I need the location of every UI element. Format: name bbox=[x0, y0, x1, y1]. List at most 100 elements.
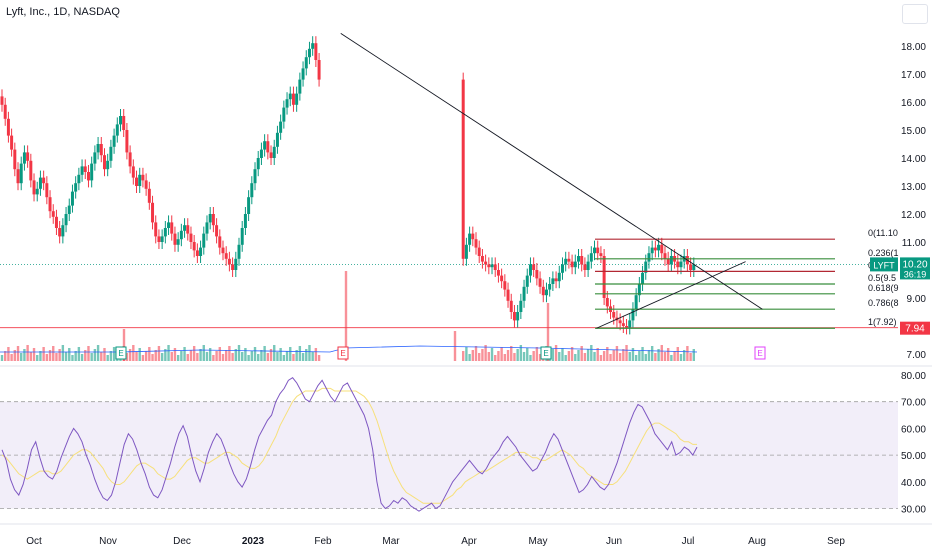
candle-body bbox=[48, 197, 52, 212]
trendline bbox=[340, 33, 763, 310]
symbol-badge-text: LYFT bbox=[873, 260, 895, 270]
volume-bar bbox=[64, 352, 68, 361]
volume-bar bbox=[10, 354, 13, 361]
volume-bar bbox=[503, 354, 507, 361]
candle-body bbox=[119, 116, 123, 125]
fib-level-label: 0.236(1 bbox=[868, 248, 899, 258]
volume-bar bbox=[80, 354, 84, 361]
candle-body bbox=[80, 166, 84, 175]
volume-bar bbox=[36, 355, 39, 361]
candle-body bbox=[211, 214, 215, 226]
volume-bar bbox=[32, 348, 36, 361]
candle-body bbox=[660, 244, 664, 254]
candle-body bbox=[471, 233, 475, 240]
volume-bar bbox=[269, 349, 273, 361]
volume-bar bbox=[676, 347, 679, 361]
candle-body bbox=[279, 121, 283, 133]
volume-bar bbox=[628, 352, 631, 361]
time-tick-label: Jun bbox=[606, 536, 622, 547]
volume-bar bbox=[109, 351, 113, 361]
candle-body bbox=[493, 264, 497, 270]
candle-body bbox=[77, 174, 81, 184]
candle-body bbox=[525, 275, 529, 287]
candle-body bbox=[128, 152, 132, 167]
candle-body bbox=[599, 253, 603, 256]
volume-bar bbox=[634, 355, 638, 361]
candle-body bbox=[551, 278, 555, 284]
volume-bar bbox=[570, 347, 574, 361]
candle-body bbox=[548, 284, 552, 290]
volume-bar bbox=[554, 345, 558, 361]
candle-body bbox=[51, 211, 55, 217]
volume-bar bbox=[77, 347, 81, 361]
candle-body bbox=[464, 244, 468, 259]
fib-level-label: 0.618(9 bbox=[868, 283, 899, 293]
volume-bar bbox=[577, 350, 580, 361]
time-tick-label: Aug bbox=[748, 536, 766, 547]
candle-body bbox=[61, 225, 65, 237]
candle-body bbox=[605, 298, 609, 307]
candle-body bbox=[42, 177, 46, 184]
volume-bar bbox=[231, 353, 234, 361]
volume-bar bbox=[314, 348, 318, 361]
volume-bar bbox=[583, 353, 587, 361]
candle-body bbox=[266, 141, 270, 153]
volume-bar bbox=[580, 346, 583, 361]
candle-body bbox=[10, 135, 14, 150]
volume-bar bbox=[61, 345, 65, 361]
candle-body bbox=[576, 256, 580, 262]
candle-body bbox=[634, 295, 638, 310]
candle-body bbox=[288, 93, 292, 100]
candle-body bbox=[102, 155, 106, 170]
candle-body bbox=[263, 141, 267, 150]
candle-body bbox=[621, 323, 625, 326]
volume-bar bbox=[257, 354, 260, 361]
settings-button[interactable] bbox=[902, 4, 928, 24]
volume-bar bbox=[596, 348, 599, 361]
volume-bar bbox=[26, 345, 29, 361]
volume-bar bbox=[208, 348, 212, 361]
volume-bar bbox=[453, 331, 457, 361]
volume-bar bbox=[644, 354, 647, 361]
volume-bar bbox=[622, 349, 625, 361]
candle-body bbox=[669, 256, 673, 265]
candle-body bbox=[170, 222, 174, 234]
volume-bar bbox=[244, 348, 247, 361]
volume-bar bbox=[221, 354, 225, 361]
volume-bar bbox=[663, 352, 667, 361]
volume-bar bbox=[529, 355, 532, 361]
fib-level-label: 0.5(9.5 bbox=[868, 273, 896, 283]
low-price-badge bbox=[900, 321, 930, 335]
volume-bar bbox=[558, 352, 561, 361]
last-price-badge bbox=[900, 257, 930, 280]
earnings-marker-label: E bbox=[543, 349, 548, 358]
volume-bar bbox=[48, 350, 52, 361]
volume-bar bbox=[20, 353, 23, 361]
volume-bar bbox=[58, 349, 61, 361]
candle-body bbox=[234, 258, 238, 270]
volume-bar bbox=[618, 353, 622, 361]
fib-level-label: 0(11.10 bbox=[868, 228, 898, 238]
candle-body bbox=[644, 261, 648, 273]
volume-bar bbox=[228, 346, 231, 361]
volume-bar bbox=[465, 347, 468, 361]
volume-bar bbox=[285, 351, 289, 361]
volume-bar bbox=[199, 349, 202, 361]
volume-bar bbox=[298, 346, 302, 361]
candle-body bbox=[38, 177, 42, 189]
candle-body bbox=[45, 183, 49, 198]
candle-body bbox=[560, 264, 564, 273]
volume-bar bbox=[39, 351, 42, 361]
volume-bar bbox=[468, 354, 471, 361]
volume-bar bbox=[234, 349, 238, 361]
earnings-marker-label: E bbox=[118, 349, 123, 358]
candle-body bbox=[160, 236, 164, 242]
volume-bar bbox=[500, 347, 503, 361]
candle-body bbox=[83, 166, 87, 172]
candle-body bbox=[192, 242, 196, 251]
candle-body bbox=[532, 264, 536, 270]
fib-level-label: 1(7.92) bbox=[868, 317, 897, 327]
volume-bar bbox=[311, 352, 314, 361]
